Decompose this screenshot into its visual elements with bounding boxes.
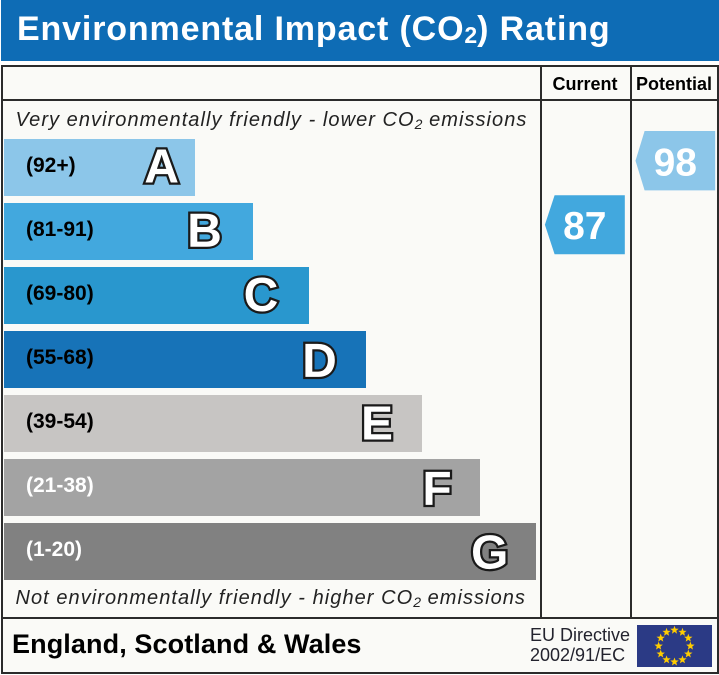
svg-text:87: 87 (563, 205, 606, 248)
svg-text:98: 98 (654, 142, 697, 185)
